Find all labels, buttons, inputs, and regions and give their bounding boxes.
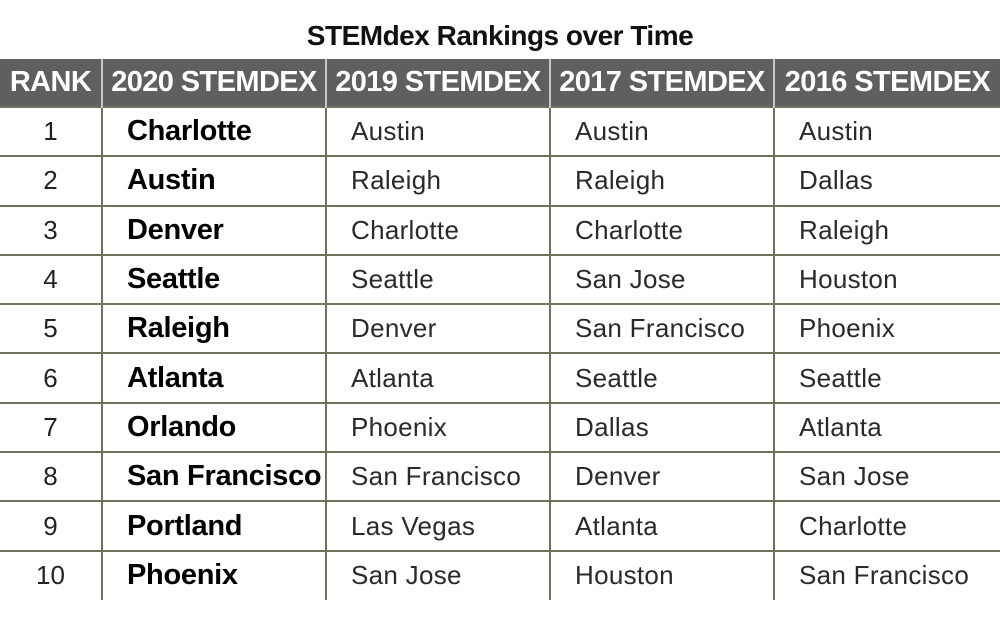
cell-rank: 1	[0, 105, 102, 158]
header-row: RANK 2020 STEMDEX 2019 STEMDEX 2017 STEM…	[0, 59, 1000, 107]
cell-city-2020: Portland	[101, 501, 326, 552]
table-row: 4 Seattle Seattle San Jose Houston	[0, 254, 1000, 306]
cell-city-2017: San Jose	[549, 254, 774, 306]
cell-rank: 6	[0, 353, 102, 404]
table-row: 2 Austin Raleigh Raleigh Dallas	[0, 156, 1000, 207]
stemdex-rankings-table: RANK 2020 STEMDEX 2019 STEMDEX 2017 STEM…	[0, 59, 1000, 600]
cell-city-2020: Charlotte	[101, 105, 326, 158]
cell-city-2019: Denver	[325, 304, 550, 355]
cell-city-2020: Seattle	[101, 254, 326, 306]
cell-city-2017: Raleigh	[549, 156, 774, 207]
cell-city-2016: San Jose	[773, 452, 1000, 503]
cell-rank: 2	[0, 156, 102, 207]
cell-city-2020: Austin	[101, 156, 326, 207]
column-header-2020: 2020 STEMDEX	[101, 59, 326, 107]
cell-city-2019: San Francisco	[325, 452, 550, 503]
cell-city-2020: Orlando	[101, 402, 326, 454]
cell-city-2019: Raleigh	[325, 156, 550, 207]
cell-city-2017: San Francisco	[549, 304, 774, 355]
cell-rank: 7	[0, 402, 102, 454]
cell-city-2020: San Francisco	[101, 452, 326, 503]
cell-city-2020: Denver	[101, 205, 326, 256]
cell-city-2019: Las Vegas	[325, 501, 550, 552]
cell-city-2019: Phoenix	[325, 402, 550, 454]
cell-rank: 9	[0, 501, 102, 552]
cell-city-2020: Phoenix	[101, 550, 326, 600]
table-row: 8 San Francisco San Francisco Denver San Jos…	[0, 452, 1000, 503]
table-row: 9 Portland Las Vegas Atlanta Charlotte	[0, 501, 1000, 552]
cell-city-2016: Phoenix	[773, 304, 1000, 355]
cell-rank: 5	[0, 304, 102, 355]
cell-city-2016: San Francisco	[773, 550, 1000, 600]
cell-city-2019: Seattle	[325, 254, 550, 306]
cell-city-2017: Charlotte	[549, 205, 774, 256]
column-header-2017: 2017 STEMDEX	[549, 59, 774, 107]
cell-city-2017: Austin	[549, 105, 774, 158]
table-row: 1 Charlotte Austin Austin Austin	[0, 105, 1000, 158]
cell-city-2020: Atlanta	[101, 353, 326, 404]
cell-city-2017: Dallas	[549, 402, 774, 454]
cell-rank: 10	[36, 560, 65, 591]
cell-rank: 8	[0, 452, 102, 503]
cell-city-2016: Charlotte	[773, 501, 1000, 552]
cell-city-2017: Seattle	[549, 353, 774, 404]
table-title: STEMdex Rankings over Time	[306, 20, 694, 51]
table-row: 10 Phoenix San Jose Houston San Francisco	[0, 550, 1000, 600]
cell-city-2016: Seattle	[773, 353, 1000, 404]
cell-city-2019: San Jose	[325, 550, 550, 600]
table-row: 5 Raleigh Denver San Francisco Phoenix	[0, 304, 1000, 355]
cell-rank: 4	[0, 254, 102, 306]
table-row: 3 Denver Charlotte Charlotte Raleigh	[0, 205, 1000, 256]
cell-city-2016: Dallas	[773, 156, 1000, 207]
cell-city-2016: Houston	[773, 254, 1000, 306]
cell-city-2017: Houston	[549, 550, 774, 600]
column-header-2019: 2019 STEMDEX	[325, 59, 550, 107]
table-row: 7 Orlando Phoenix Dallas Atlanta	[0, 402, 1000, 454]
cell-city-2016: Raleigh	[773, 205, 1000, 256]
cell-city-2016: Austin	[773, 105, 1000, 158]
table-row: 6 Atlanta Atlanta Seattle Seattle	[0, 353, 1000, 404]
column-header-rank: RANK	[9, 66, 92, 98]
cell-city-2016: Atlanta	[773, 402, 1000, 454]
cell-city-2019: Atlanta	[325, 353, 550, 404]
column-header-2016: 2016 STEMDEX	[773, 59, 1000, 107]
cell-city-2019: Charlotte	[325, 205, 550, 256]
cell-city-2020: Raleigh	[101, 304, 326, 355]
cell-city-2019: Austin	[325, 105, 550, 158]
table-body: 1 Charlotte Austin Austin Austin 2 Austin Ralei…	[0, 105, 1000, 600]
cell-city-2017: Denver	[549, 452, 774, 503]
cell-city-2017: Atlanta	[549, 501, 774, 552]
cell-rank: 3	[0, 205, 102, 256]
